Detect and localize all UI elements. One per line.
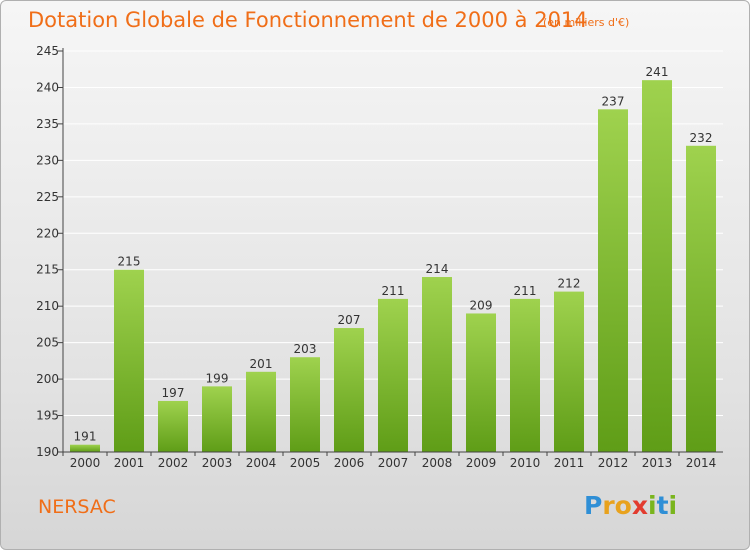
bar-2000	[70, 444, 100, 452]
y-tick-label: 220	[36, 226, 59, 240]
x-tick-label-2004: 2004	[246, 456, 277, 470]
bar-2002	[158, 400, 188, 452]
x-tick-label-2000: 2000	[70, 456, 101, 470]
bar-2014	[686, 145, 716, 453]
y-tick-label: 210	[36, 299, 59, 313]
chart-unit: (en milliers d'€)	[543, 16, 630, 29]
x-tick-label-2011: 2011	[554, 456, 585, 470]
y-tick-label: 195	[36, 409, 59, 423]
x-tick-label-2014: 2014	[686, 456, 717, 470]
x-tick-label-2007: 2007	[378, 456, 409, 470]
x-tick-label-2005: 2005	[290, 456, 321, 470]
data-label-2008: 214	[426, 262, 449, 276]
x-tick-label-2008: 2008	[422, 456, 453, 470]
logo-letter: t	[656, 491, 669, 520]
x-tick-label-2001: 2001	[114, 456, 145, 470]
logo-letter: i	[648, 491, 657, 520]
data-label-2014: 232	[690, 131, 713, 145]
logo-letter: P	[584, 491, 603, 520]
data-label-2004: 201	[250, 357, 273, 371]
data-label-2013: 241	[646, 65, 669, 79]
x-tick-label-2010: 2010	[510, 456, 541, 470]
x-tick-label-2009: 2009	[466, 456, 497, 470]
data-label-2001: 215	[118, 255, 141, 269]
y-tick-label: 230	[36, 153, 59, 167]
y-tick-label: 200	[36, 372, 59, 386]
y-tick-label: 225	[36, 190, 59, 204]
bar-2013	[642, 80, 672, 452]
bar-2009	[466, 313, 496, 452]
y-tick-label: 240	[36, 80, 59, 94]
logo-letter: o	[614, 491, 632, 520]
chart-title: Dotation Globale de Fonctionnement de 20…	[28, 8, 588, 32]
x-tick-label-2012: 2012	[598, 456, 629, 470]
bars-layer: 191 215 197 199 201 203 207 211 214 209 211 212 237 2…	[70, 65, 716, 453]
y-tick-label: 245	[36, 44, 59, 58]
bar-2010	[510, 298, 540, 452]
commune-name: NERSAC	[38, 496, 116, 518]
y-tick-label: 205	[36, 336, 59, 350]
y-tick-label: 215	[36, 263, 59, 277]
bar-2001	[114, 269, 144, 452]
data-label-2009: 209	[470, 298, 493, 312]
data-label-2000: 191	[74, 430, 97, 444]
bar-2008	[422, 277, 452, 452]
data-label-2007: 211	[382, 284, 405, 298]
bar-2004	[246, 371, 276, 452]
bar-2007	[378, 298, 408, 452]
logo-letter: r	[602, 491, 615, 520]
data-label-2006: 207	[338, 313, 361, 327]
bar-2006	[334, 328, 364, 452]
data-label-2003: 199	[206, 371, 229, 385]
data-label-2011: 212	[558, 277, 581, 291]
data-label-2005: 203	[294, 342, 317, 356]
y-tick-label: 235	[36, 117, 59, 131]
y-tick-label: 190	[36, 445, 59, 459]
x-tick-label-2002: 2002	[158, 456, 189, 470]
bar-2012	[598, 109, 628, 452]
axis-layer: 190 195 200 205 210 215 220 225 230 235 240 245 2000…	[36, 44, 723, 470]
bar-2003	[202, 386, 232, 452]
proxiti-logo: Proxiti	[584, 491, 677, 520]
x-tick-label-2013: 2013	[642, 456, 673, 470]
x-tick-label-2003: 2003	[202, 456, 233, 470]
bar-2011	[554, 291, 584, 452]
logo-letter: x	[631, 491, 648, 520]
data-label-2012: 237	[602, 94, 625, 108]
bar-2005	[290, 357, 320, 452]
logo-letter: i	[668, 491, 678, 520]
x-tick-label-2006: 2006	[334, 456, 365, 470]
data-label-2002: 197	[162, 386, 185, 400]
data-label-2010: 211	[514, 284, 537, 298]
